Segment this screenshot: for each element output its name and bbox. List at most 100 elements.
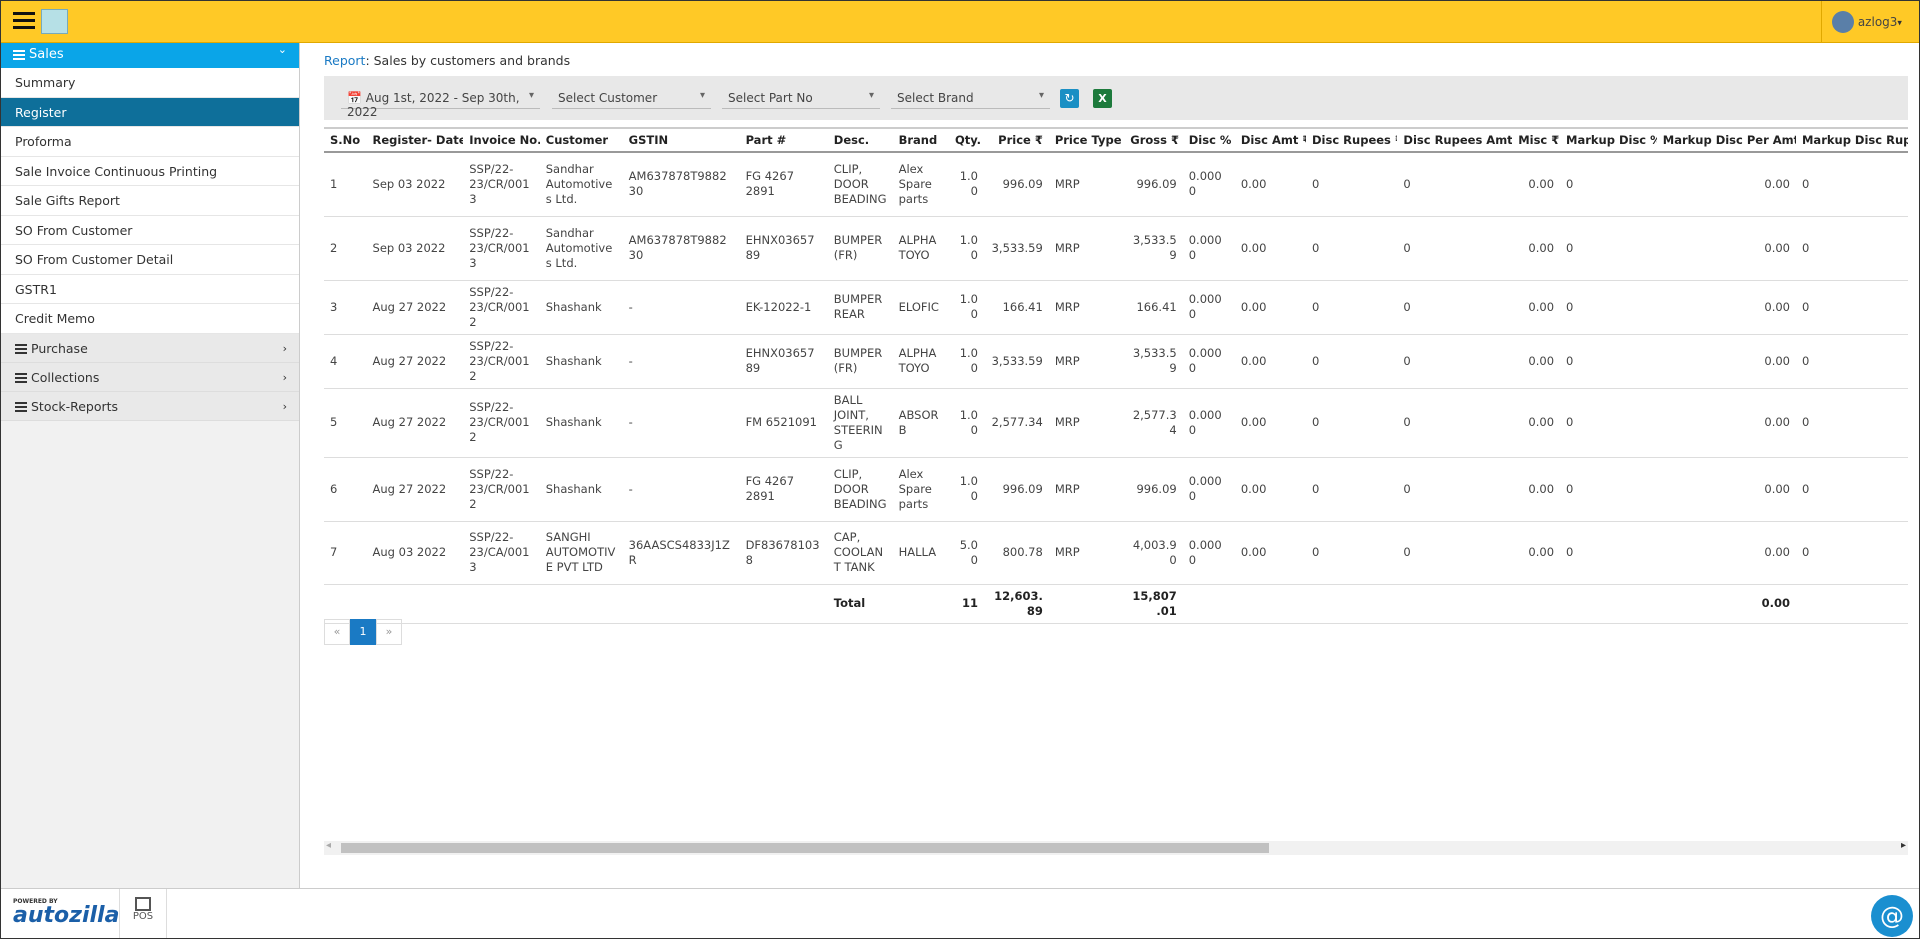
logo — [41, 9, 68, 34]
total-cell: 11 — [948, 584, 984, 624]
column-header: Register- Date — [366, 127, 464, 153]
cell: 0 — [1560, 457, 1657, 522]
cell: 0.00 — [1656, 216, 1796, 281]
h-scrollbar[interactable]: ▸ ◂ — [324, 840, 1908, 855]
menu-toggle[interactable] — [13, 12, 35, 29]
cell: 0.00 — [1512, 152, 1561, 217]
cell: 0.00 — [1234, 280, 1307, 335]
cell: Shashank — [539, 280, 623, 335]
date-text: Aug 1st, 2022 - Sep 30th, 2022 — [347, 91, 520, 119]
cell: BUMPER (FR) — [827, 216, 893, 281]
menu-item[interactable]: Credit Memo — [1, 304, 299, 334]
menu-group[interactable]: Purchase › — [1, 333, 299, 363]
cell: 0.00 — [1656, 152, 1796, 217]
cell: 0 — [1560, 280, 1657, 335]
cell: Shashank — [539, 388, 623, 458]
user-menu[interactable]: azlog3▾ — [1821, 1, 1919, 43]
column-header: Invoice No. — [463, 127, 540, 153]
powered-by: POWERED BY autozilla — [13, 898, 119, 927]
cell: 0 — [1560, 152, 1657, 217]
cell: - — [622, 280, 740, 335]
sidebar: Sales ⌄ Summary Register Proforma Sale Invoi… — [1, 43, 300, 888]
cell: 0.00 — [1656, 280, 1796, 335]
cell: 0 — [1306, 521, 1398, 585]
cell: 0.0000 — [1182, 521, 1235, 585]
cell: 0.00 — [1656, 457, 1796, 522]
cell: MRP — [1048, 216, 1125, 281]
cell: CLIP, DOOR BEADING — [827, 457, 893, 522]
total-cell — [1397, 584, 1513, 624]
column-header: Markup Disc Per Amt ₹ — [1656, 127, 1796, 153]
cell: 5.00 — [948, 521, 984, 585]
cell: Sandhar Automotives Ltd. — [539, 152, 623, 217]
cell: 0 — [1795, 280, 1908, 335]
powered-text: POWERED BY — [13, 898, 58, 905]
cell: - — [622, 457, 740, 522]
cell: 0.00 — [1234, 521, 1307, 585]
table-row: 3 Aug 27 2022 SSP/22-23/CR/0012 Shashank - EK… — [324, 280, 1908, 335]
cell: SSP/22-23/CA/0013 — [463, 521, 540, 585]
cell: AM637878T988230 — [622, 152, 740, 217]
menu-item[interactable]: SO From Customer Detail — [1, 245, 299, 275]
table-row: 4 Aug 27 2022 SSP/22-23/CR/0012 Shashank - EH… — [324, 334, 1908, 389]
cell: 0.0000 — [1182, 152, 1235, 217]
cell: SANGHI AUTOMOTIVE PVT LTD — [539, 521, 623, 585]
cell: 0 — [1306, 457, 1398, 522]
cell: 0 — [1397, 388, 1513, 458]
report-link[interactable]: Report — [324, 53, 366, 68]
total-cell — [1560, 584, 1657, 624]
cell: FG 4267 2891 — [739, 152, 828, 217]
cell: 1.00 — [948, 457, 984, 522]
cell: EHNX0365789 — [739, 334, 828, 389]
filter-bar: 📅 Aug 1st, 2022 - Sep 30th, 2022 Select … — [324, 76, 1908, 120]
total-cell — [1512, 584, 1561, 624]
total-cell: 0.00 — [1656, 584, 1796, 624]
cell: EK-12022-1 — [739, 280, 828, 335]
date-range[interactable]: 📅 Aug 1st, 2022 - Sep 30th, 2022 — [341, 87, 540, 119]
excel-button[interactable]: X — [1093, 89, 1112, 108]
cell: 2,577.34 — [984, 388, 1049, 458]
cell: 3,533.59 — [984, 216, 1049, 281]
menu-item[interactable]: Sale Gifts Report — [1, 186, 299, 216]
next-page[interactable]: » — [376, 619, 402, 645]
menu-group[interactable]: Collections › — [1, 362, 299, 392]
menu-item[interactable]: SO From Customer — [1, 215, 299, 245]
cell: 0 — [1397, 457, 1513, 522]
menu-item[interactable]: Summary — [1, 68, 299, 98]
pos-button[interactable]: POS — [119, 889, 167, 938]
pagination: « 1 » — [324, 619, 402, 645]
menu-item[interactable]: Proforma — [1, 127, 299, 157]
page[interactable]: 1 — [350, 619, 376, 645]
prev-page[interactable]: « — [324, 619, 350, 645]
column-header: Part # — [739, 127, 828, 153]
cell: 0 — [1397, 280, 1513, 335]
total-cell: 15,807.01 — [1124, 584, 1183, 624]
table-wrap: S.No Register- Date Invoice No. Customer GST… — [324, 127, 1908, 647]
cell: BUMPER (FR) — [827, 334, 893, 389]
menu-item[interactable]: Register — [1, 97, 299, 127]
cell: 1.00 — [948, 334, 984, 389]
cell: FG 4267 2891 — [739, 457, 828, 522]
cell: 2 — [324, 216, 367, 281]
brand-select[interactable]: Select Brand — [891, 87, 1050, 109]
chat-button[interactable]: @ — [1871, 895, 1913, 937]
cell: 0 — [1560, 334, 1657, 389]
column-header: S.No — [324, 127, 367, 153]
menu-item[interactable]: Sale Invoice Continuous Printing — [1, 156, 299, 186]
cell: 0.00 — [1512, 280, 1561, 335]
cell: 1 — [324, 152, 367, 217]
part-select[interactable]: Select Part No — [722, 87, 880, 109]
menu-group[interactable]: Stock-Reports › — [1, 391, 299, 421]
report-name: : Sales by customers and brands — [365, 53, 571, 68]
customer-select[interactable]: Select Customer — [552, 87, 711, 109]
cell: 0 — [1560, 216, 1657, 281]
username: azlog3 — [1857, 15, 1898, 29]
cell: 166.41 — [1124, 280, 1183, 335]
menu-item[interactable]: GSTR1 — [1, 274, 299, 304]
column-header: Desc. — [827, 127, 893, 153]
refresh-button[interactable]: ↻ — [1060, 89, 1079, 108]
scroll-thumb[interactable] — [341, 843, 1269, 853]
table-row: 6 Aug 27 2022 SSP/22-23/CR/0012 Shashank - FG… — [324, 457, 1908, 522]
section-header[interactable]: Sales ⌄ — [1, 43, 299, 68]
